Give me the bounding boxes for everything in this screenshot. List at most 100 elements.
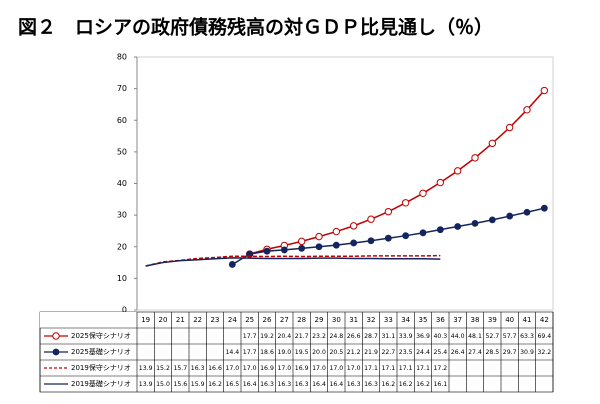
table-value: 16.2: [381, 381, 395, 388]
table-value: 14.4: [225, 349, 239, 356]
point: [52, 348, 60, 356]
series-line: [145, 254, 441, 267]
table-value: 16.3: [260, 381, 274, 388]
table-value: 21.7: [295, 333, 309, 340]
legend-label: 2025基礎シナリオ: [71, 347, 131, 356]
series-line: [145, 257, 441, 267]
x-tick-label: 34: [401, 316, 410, 324]
point: [228, 261, 236, 268]
y-tick-label: 80: [117, 53, 127, 62]
y-tick-label: 10: [117, 274, 127, 283]
table-value: 15.7: [173, 365, 187, 372]
x-tick-label: 30: [332, 316, 341, 324]
table-value: 19.2: [260, 333, 274, 340]
table-value: 20.5: [329, 349, 343, 356]
x-tick-label: 19: [141, 316, 150, 324]
table-value: 52.7: [485, 333, 499, 340]
point: [349, 222, 358, 230]
x-tick-label: 23: [211, 316, 220, 324]
x-tick-label: 33: [384, 316, 393, 324]
x-tick-label: 27: [280, 316, 289, 324]
table-value: 40.3: [433, 333, 447, 340]
table-value: 16.4: [243, 381, 257, 388]
x-tick-label: 32: [367, 316, 376, 324]
table-value: 17.1: [416, 365, 430, 372]
x-tick-label: 26: [263, 316, 272, 324]
x-tick-label: 25: [245, 316, 254, 324]
table-value: 36.9: [416, 333, 430, 340]
table-value: 23.5: [399, 349, 413, 356]
table-value: 16.3: [364, 381, 378, 388]
table-value: 26.4: [451, 349, 465, 356]
x-tick-label: 37: [453, 316, 462, 324]
table-value: 28.5: [485, 349, 499, 356]
table-value: 16.2: [208, 381, 222, 388]
y-tick-label: 20: [117, 242, 127, 251]
x-tick-label: 39: [488, 316, 497, 324]
y-tick-label: 60: [117, 116, 127, 125]
table-value: 17.7: [243, 349, 257, 356]
point: [471, 219, 479, 227]
table-value: 17.2: [433, 365, 447, 372]
point: [297, 237, 306, 246]
table-value: 18.6: [260, 349, 274, 356]
table-value: 16.9: [260, 365, 274, 372]
table-value: 24.4: [416, 349, 430, 356]
point: [419, 229, 427, 237]
table-value: 19.5: [295, 349, 309, 356]
table-value: 13.9: [139, 365, 153, 372]
x-tick-label: 35: [419, 316, 428, 324]
table-value: 31.1: [381, 333, 395, 340]
table-header-blank: [40, 312, 137, 328]
table-value: 16.2: [416, 381, 430, 388]
table-value: 32.2: [537, 349, 551, 356]
point: [332, 227, 341, 236]
table-value: 27.4: [468, 349, 482, 356]
table-value: 25.4: [433, 349, 447, 356]
point: [384, 234, 392, 242]
table-value: 69.4: [537, 333, 551, 340]
x-tick-label: 31: [349, 316, 358, 324]
y-tick-label: 30: [117, 211, 127, 220]
table-value: 24.8: [329, 333, 343, 340]
legend-label: 2019基礎シナリオ: [71, 379, 131, 388]
table-value: 15.0: [156, 381, 170, 388]
x-tick-label: 24: [228, 316, 237, 324]
point: [453, 167, 462, 175]
point: [471, 154, 479, 162]
point: [280, 246, 288, 254]
point: [454, 223, 462, 230]
y-tick-label: 0: [122, 306, 127, 315]
series-line: [249, 90, 545, 255]
x-tick-label: 28: [297, 316, 306, 324]
x-tick-label: 29: [315, 316, 324, 324]
table-value: 63.3: [520, 333, 534, 340]
point: [540, 86, 549, 95]
table-value: 16.5: [225, 381, 239, 388]
table-value: 48.1: [468, 333, 482, 340]
x-tick-label: 42: [540, 316, 549, 324]
x-tick-label: 21: [176, 316, 185, 324]
x-tick-label: 20: [159, 316, 168, 324]
point: [384, 207, 393, 216]
x-tick-label: 22: [193, 316, 202, 324]
table-value: 16.3: [277, 381, 291, 388]
point: [436, 178, 445, 187]
table-value: 22.7: [381, 349, 395, 356]
point: [402, 232, 410, 240]
table-value: 16.4: [329, 381, 343, 388]
table-value: 57.7: [503, 333, 517, 340]
point: [523, 106, 531, 114]
x-tick-label: 36: [436, 316, 445, 324]
table-value: 16.2: [399, 381, 413, 388]
table-value: 20.4: [277, 333, 291, 340]
table-value: 15.9: [191, 381, 205, 388]
table-value: 15.2: [156, 365, 170, 372]
table-value: 28.7: [364, 333, 378, 340]
table-value: 17.0: [243, 365, 257, 372]
point: [436, 226, 444, 234]
point: [540, 204, 548, 212]
point: [52, 332, 60, 340]
table-value: 17.0: [347, 365, 361, 372]
